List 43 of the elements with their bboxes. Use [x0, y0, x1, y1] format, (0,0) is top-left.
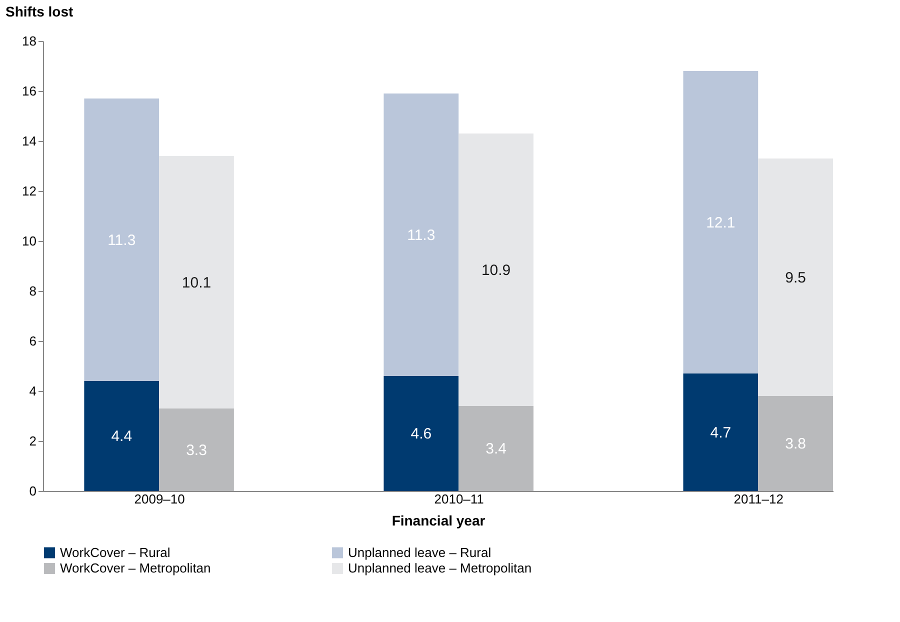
data-label: 4.4: [111, 428, 132, 445]
bar: [458, 134, 534, 406]
data-label: 11.3: [108, 232, 136, 249]
y-tick-label: 4: [29, 384, 36, 398]
x-axis-title: Financial year: [392, 512, 486, 528]
y-tick-label: 10: [22, 234, 36, 248]
bar: [159, 156, 234, 408]
legend-label: Unplanned leave – Metropolitan: [348, 560, 532, 576]
bar: [458, 406, 534, 491]
y-tick-label: 12: [22, 184, 36, 198]
bar: [84, 381, 160, 491]
x-tick-label: 2011–12: [734, 492, 784, 506]
bar: [84, 98, 160, 381]
data-label: 10.9: [481, 262, 511, 279]
data-label: 9.5: [785, 269, 806, 286]
data-label: 11.3: [407, 226, 436, 244]
data-label: 4.7: [710, 424, 732, 442]
x-tick-label: 2009–10: [134, 492, 185, 506]
legend-label: WorkCover – Rural: [60, 544, 170, 560]
y-tick-label: 0: [29, 484, 36, 498]
data-label: 4.6: [410, 426, 432, 442]
y-tick-label: 6: [29, 334, 36, 348]
y-tick-label: 2: [29, 434, 36, 448]
bar: [384, 376, 459, 491]
bar: [758, 396, 833, 491]
legend-label: WorkCover – Metropolitan: [60, 560, 211, 576]
data-label: 3.4: [486, 440, 506, 458]
y-tick-label: 16: [22, 84, 36, 98]
data-label: 3.3: [186, 442, 207, 459]
data-label: 10.1: [182, 274, 212, 292]
x-tick-label: 2010–11: [434, 492, 484, 506]
legend-label: Unplanned leave – Rural: [348, 544, 492, 560]
y-axis-title: Shifts lost: [6, 4, 74, 20]
y-tick-label: 8: [29, 284, 36, 298]
bar: [683, 374, 758, 491]
data-label: 12.1: [706, 214, 736, 232]
bar: [683, 71, 758, 374]
bar: [758, 158, 833, 396]
bar: [384, 94, 459, 376]
y-tick-label: 18: [22, 34, 36, 48]
data-label: 3.8: [785, 436, 806, 452]
bar: [159, 408, 234, 491]
y-tick-label: 14: [22, 134, 36, 148]
